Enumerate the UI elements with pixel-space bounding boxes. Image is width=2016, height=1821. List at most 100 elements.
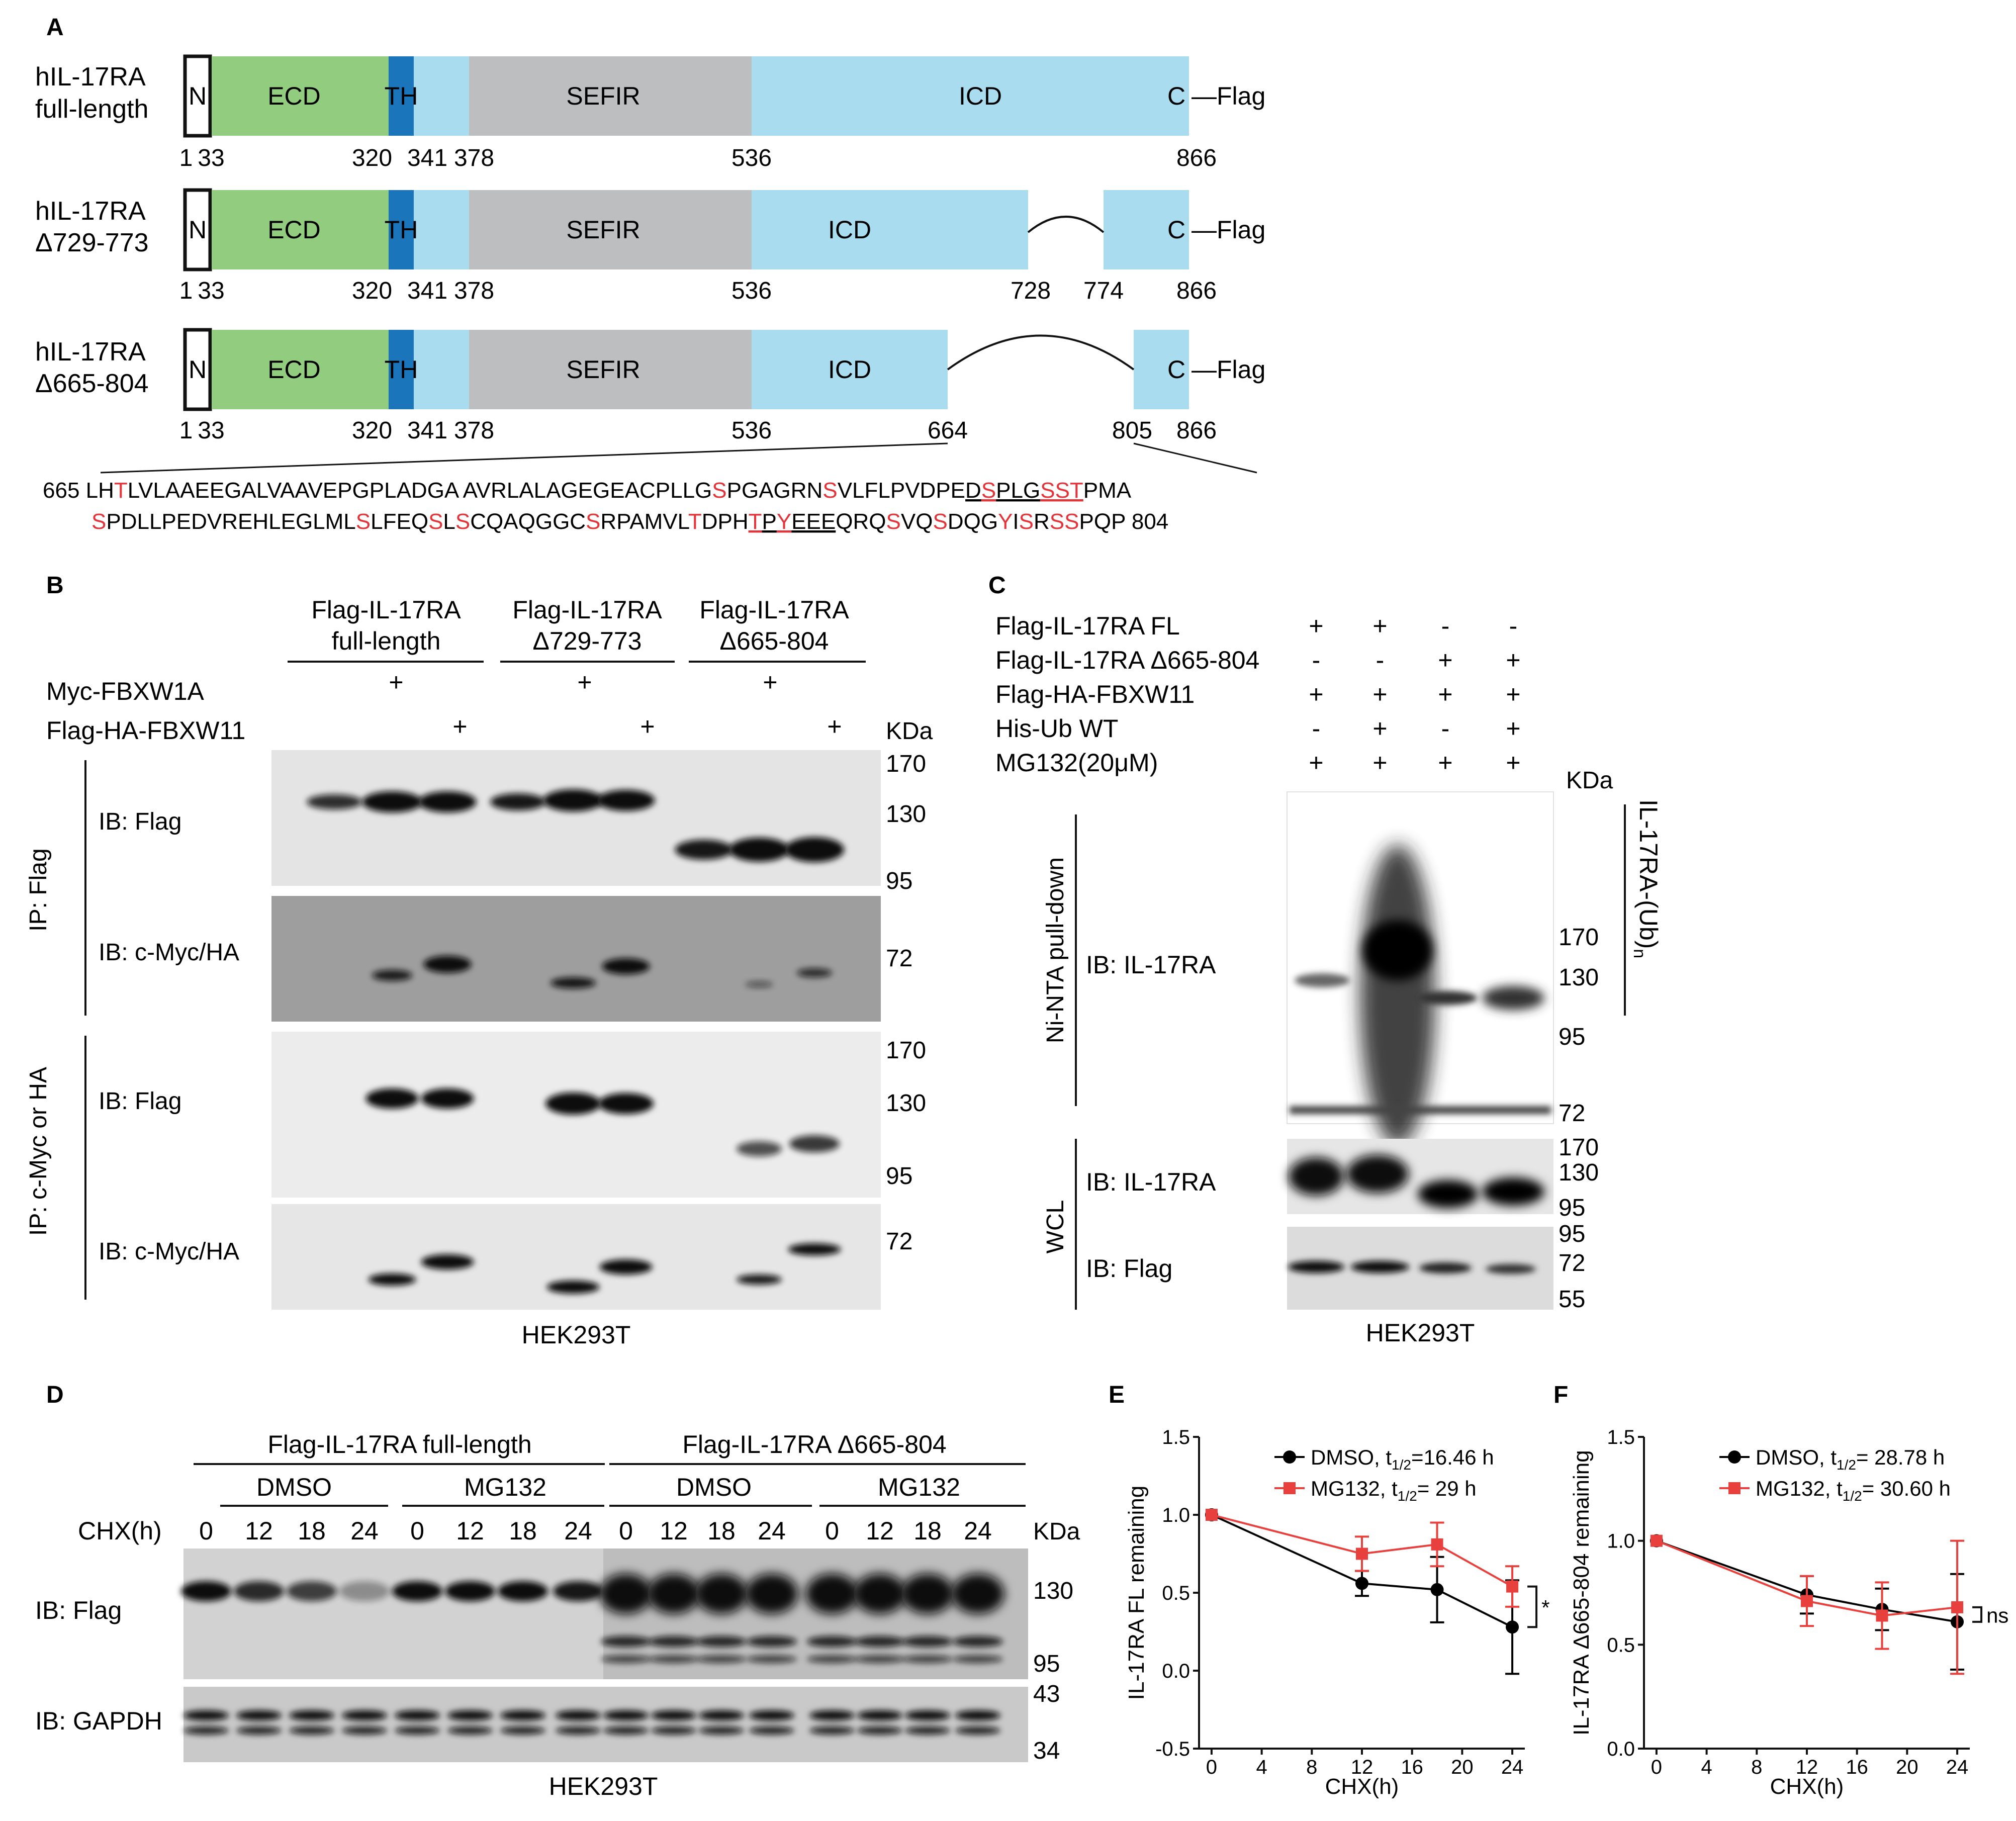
th-domain <box>389 330 414 409</box>
mw: 130 <box>886 801 926 828</box>
x-tick-label: 8 <box>1751 1756 1762 1778</box>
row-label-myc-fbxw1a: Myc-FBXW1A <box>46 677 205 705</box>
tick: 341 <box>407 278 447 304</box>
sign-cell: + <box>1309 680 1323 708</box>
series-line-mg132 <box>1656 1539 1958 1617</box>
blot-band <box>368 1273 416 1286</box>
blot-ip-flag-ib-flag <box>271 750 881 886</box>
juxta-domain <box>414 330 469 409</box>
n-label: N <box>189 216 207 244</box>
x-axis-label: CHX(h) <box>1770 1774 1844 1799</box>
construct-name-2: Δ729-773 <box>35 228 149 257</box>
mw: 170 <box>1559 924 1599 951</box>
time-label: 18 <box>509 1517 537 1545</box>
mw: 55 <box>1559 1286 1585 1313</box>
icd-label: ICD <box>828 216 871 244</box>
tick: 866 <box>1176 145 1217 171</box>
tick: 341 <box>407 417 447 444</box>
blot-band <box>807 1636 857 1647</box>
treatment: DMSO <box>676 1473 752 1501</box>
mw: 170 <box>886 751 926 777</box>
sign-cell: + <box>1309 612 1323 640</box>
time-label: 24 <box>964 1517 992 1545</box>
legend-text: MG132, t <box>1756 1477 1843 1500</box>
treatment: MG132 <box>878 1473 960 1501</box>
blot-band <box>418 791 477 812</box>
band <box>1362 920 1433 980</box>
panel-letter-e: E <box>1109 1382 1125 1408</box>
mw: 34 <box>1033 1738 1060 1764</box>
bands-b1 <box>307 789 844 862</box>
y-tick-label: -0.5 <box>1155 1738 1190 1760</box>
sign-cell: - <box>1312 714 1321 743</box>
legend-subscript: 1/2 <box>1843 1488 1862 1504</box>
time-label: 0 <box>825 1517 839 1545</box>
tick: 728 <box>1011 278 1051 304</box>
blot-band <box>905 1726 950 1735</box>
ib-label: IB: Flag <box>99 1088 181 1115</box>
construct-name-2: full-length <box>35 95 148 124</box>
ib-label: IB: c-Myc/HA <box>99 1238 239 1265</box>
blot-band <box>729 838 789 862</box>
blot-band <box>236 1726 282 1735</box>
legend-text-rest: =16.46 h <box>1411 1445 1494 1469</box>
sequence-residues: I <box>1013 509 1019 534</box>
blot-ip-mycha-ib-flag <box>271 1032 881 1198</box>
mw: 95 <box>1559 1221 1585 1247</box>
panel-e: E -0.5 0.0 0.5 1.0 1.5 0 4 8 12 16 20 24 CHX(h) IL-17… <box>1109 1382 1549 1799</box>
blot-band <box>362 791 422 812</box>
blot-band <box>785 837 844 862</box>
data-point <box>1431 1538 1443 1551</box>
chx-label: CHX(h) <box>78 1517 162 1545</box>
domain-row-d665-804: hIL-17RA Δ665-804 N ECD TH SEFIR ICD C —… <box>35 328 1265 444</box>
sequence-residues: PMA <box>1083 478 1132 503</box>
blot-band <box>553 1581 603 1601</box>
mw: 130 <box>1559 1159 1599 1186</box>
band <box>1482 986 1544 1010</box>
series-line-mg132 <box>1211 1514 1513 1588</box>
mw: 130 <box>1033 1578 1073 1604</box>
sign-cell: + <box>1372 714 1387 743</box>
tick: 341 <box>407 145 447 171</box>
wcl-label: WCL <box>1042 1200 1069 1254</box>
time-label: 12 <box>660 1517 688 1545</box>
blot-band <box>747 1636 797 1647</box>
sequence-residues: T <box>114 478 128 503</box>
tick: 866 <box>1176 278 1217 304</box>
x-tick-label: 4 <box>1256 1756 1267 1778</box>
tick: 536 <box>731 145 772 171</box>
ib-label: IB: Flag <box>99 808 181 835</box>
legend-marker <box>1283 1450 1296 1464</box>
blot-band <box>392 1581 442 1601</box>
blot-band <box>603 1726 649 1735</box>
construct-name: hIL-17RA <box>35 62 146 92</box>
construct-name: hIL-17RA <box>35 197 146 226</box>
blot-band <box>599 1259 653 1274</box>
sequence-residues: S <box>91 509 106 534</box>
blot-band <box>809 1710 855 1720</box>
blot-band <box>955 1726 1000 1735</box>
tick: 320 <box>352 145 392 171</box>
blot-band <box>797 968 832 977</box>
c-label: C <box>1167 82 1185 110</box>
sefir-domain <box>469 190 752 269</box>
ip-mycha-label: IP: c-Myc or HA <box>25 1067 52 1236</box>
x-tick-label: 24 <box>1501 1756 1524 1778</box>
blot-gapdh <box>184 1687 1028 1762</box>
c-label: C <box>1167 355 1185 384</box>
blot-band <box>737 1141 782 1156</box>
kda-label: KDa <box>1566 767 1613 794</box>
blot-band <box>447 1710 493 1720</box>
row-label: MG132(20μM) <box>995 749 1158 777</box>
sequence-residues: EEE <box>791 509 836 534</box>
x-tick-label: 16 <box>1846 1756 1868 1778</box>
treatment: MG132 <box>464 1473 546 1501</box>
blot-band <box>395 1710 440 1720</box>
sequence-line-1: 665 LHTLVLAAEEGALVAAVEPGPLADGA AVRLALAGE… <box>43 478 1132 503</box>
plus-sign: + <box>827 712 842 741</box>
data-point <box>1876 1609 1888 1622</box>
sequence-residues: P <box>762 509 777 534</box>
y-tick-label: 0.5 <box>1607 1634 1635 1656</box>
blot-band <box>500 1726 545 1735</box>
group-label: Flag-IL-17RA <box>311 596 461 624</box>
